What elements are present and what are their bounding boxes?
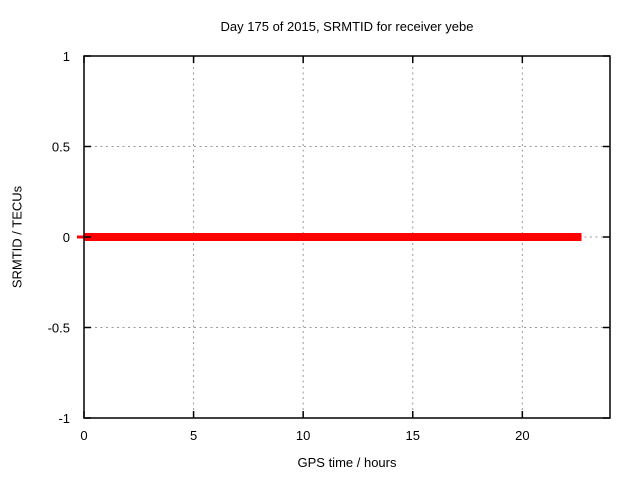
x-axis-label: GPS time / hours — [297, 455, 397, 470]
x-tick-label: 0 — [80, 428, 87, 443]
y-tick-label: 0 — [63, 230, 70, 245]
x-tick-label: 15 — [406, 428, 420, 443]
y-tick-label: -1 — [58, 411, 70, 426]
y-tick-label: 1 — [63, 49, 70, 64]
chart-title: Day 175 of 2015, SRMTID for receiver yeb… — [220, 19, 474, 34]
x-tick-label: 20 — [515, 428, 529, 443]
y-tick-label: 0.5 — [52, 140, 70, 155]
x-tick-label: 5 — [190, 428, 197, 443]
x-tick-label: 10 — [296, 428, 310, 443]
y-tick-label: -0.5 — [48, 321, 70, 336]
